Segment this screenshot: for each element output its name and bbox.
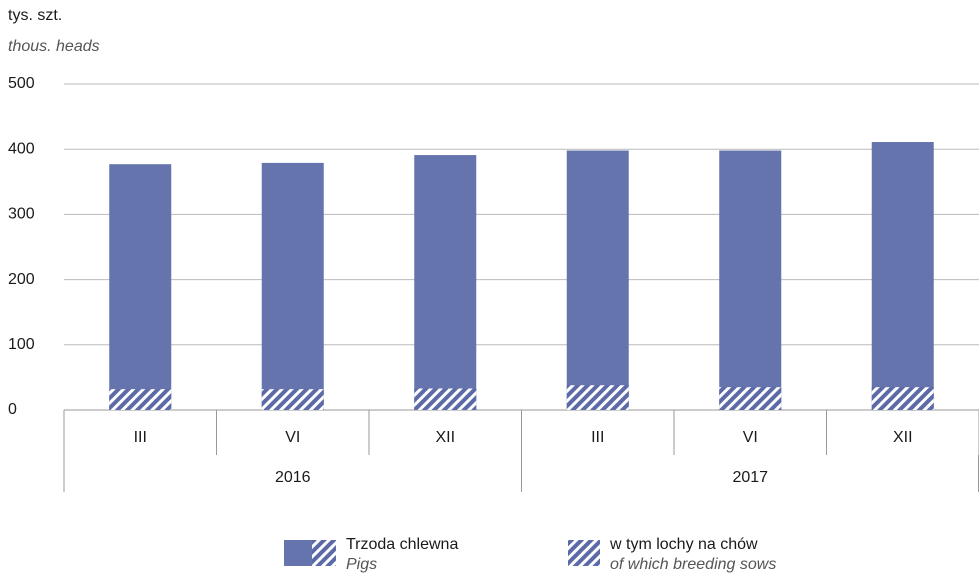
x-tick-label: III xyxy=(591,429,604,446)
y-tick-label: 200 xyxy=(8,271,35,288)
y-tick-label: 300 xyxy=(8,206,35,223)
legend-swatch xyxy=(568,540,600,566)
x-tick-label: VI xyxy=(285,429,300,446)
y-tick-label: 400 xyxy=(8,140,35,157)
bar xyxy=(414,388,477,410)
legend-swatch xyxy=(284,540,312,566)
bar xyxy=(261,389,324,410)
x-tick-label: XII xyxy=(893,429,913,446)
bar xyxy=(109,164,172,410)
bar xyxy=(719,150,782,410)
x-tick-label: III xyxy=(134,429,147,446)
y-axis-label: tys. szt. xyxy=(8,7,62,24)
legend-label-en: Pigs xyxy=(346,556,377,573)
legend-swatch-hatch xyxy=(312,540,336,566)
bar xyxy=(566,150,629,410)
year-label: 2017 xyxy=(732,469,768,486)
legend-label: w tym lochy na chów xyxy=(609,536,758,553)
legend-label-en: of which breeding sows xyxy=(610,556,776,573)
bar xyxy=(719,387,782,410)
y-tick-label: 0 xyxy=(8,401,17,418)
bar xyxy=(109,389,172,410)
y-tick-label: 500 xyxy=(8,75,35,92)
bar xyxy=(871,387,934,410)
x-tick-label: XII xyxy=(435,429,455,446)
legend-label: Trzoda chlewna xyxy=(346,536,458,553)
bar xyxy=(871,142,934,410)
bar xyxy=(566,385,629,410)
y-tick-label: 100 xyxy=(8,336,35,353)
year-label: 2016 xyxy=(275,469,311,486)
bar xyxy=(261,162,324,410)
x-tick-label: VI xyxy=(743,429,758,446)
y-axis-label-en: thous. heads xyxy=(8,38,100,55)
bar xyxy=(414,155,477,410)
